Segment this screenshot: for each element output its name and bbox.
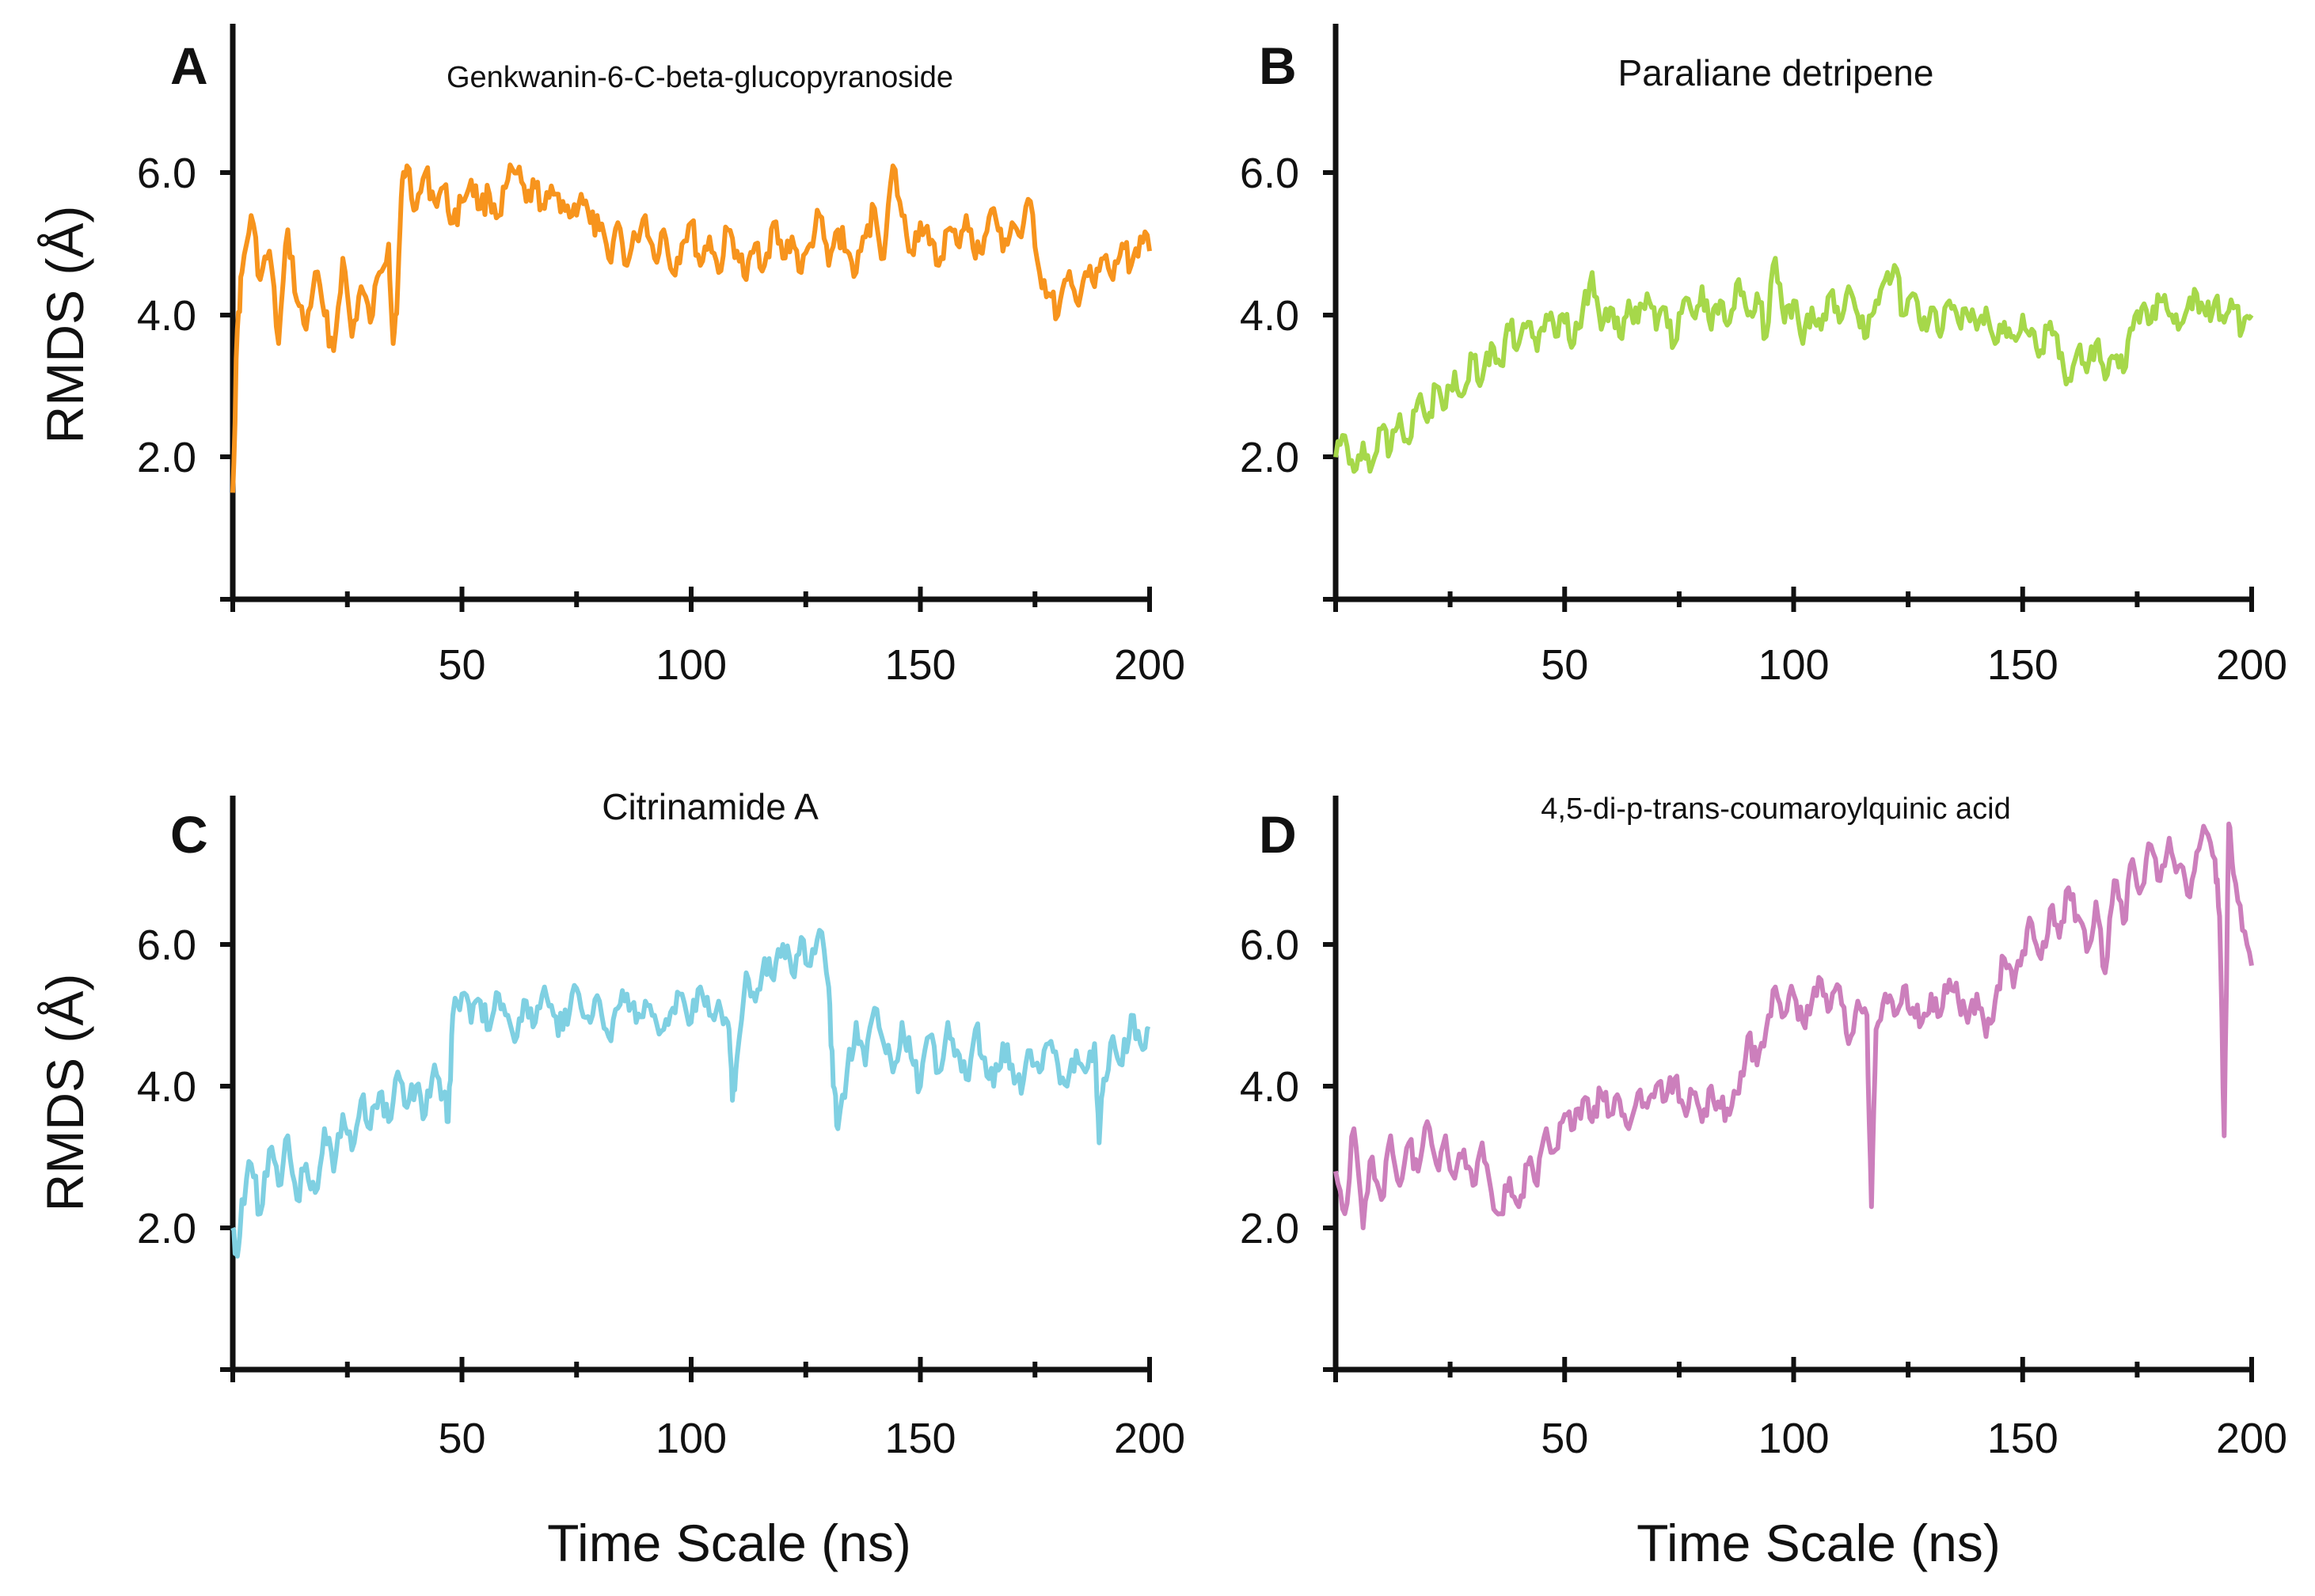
plot-area-b: 2.0 4.0 6.0 50 100 150 200 [1240, 24, 2287, 689]
x-tick-label-b-100: 100 [1758, 641, 1829, 689]
panel-title-d: 4,5-di-p-trans-coumaroylquinic acid [1541, 792, 2010, 826]
x-tick-label-c-200: 200 [1114, 1415, 1185, 1462]
panel-b: B Paraliane detripene 2.0 4.0 6.0 50 100… [1240, 24, 2287, 689]
x-tick-label-c-150: 150 [884, 1415, 956, 1462]
x-tick-label-d-200: 200 [2216, 1415, 2287, 1462]
y-tick-label-a-4: 4.0 [137, 292, 196, 340]
panel-c: C Citrinamide A RMDS (Å) Time Scale (ns)… [36, 786, 1185, 1572]
y-tick-label-d-2: 2.0 [1240, 1205, 1299, 1252]
y-tick-label-d-6: 6.0 [1240, 922, 1299, 969]
panel-title-b: Paraliane detripene [1618, 52, 1934, 93]
x-tick-label-a-150: 150 [884, 641, 956, 689]
x-axis-label-d: Time Scale (ns) [1636, 1514, 2001, 1572]
x-axis-label-c: Time Scale (ns) [547, 1514, 911, 1572]
rmsd-line-c [230, 928, 1151, 1259]
x-tick-label-b-150: 150 [1987, 641, 2058, 689]
rmsd-line-a [230, 162, 1152, 493]
x-tick-label-d-50: 50 [1541, 1415, 1588, 1462]
x-tick-label-c-50: 50 [438, 1415, 485, 1462]
y-tick-label-b-6: 6.0 [1240, 150, 1299, 197]
panel-letter-c: C [170, 805, 208, 864]
panel-a: A Genkwanin-6-C-beta-glucopyranoside RMD… [36, 24, 1185, 689]
y-tick-label-a-6: 6.0 [137, 150, 196, 197]
y-tick-label-b-2: 2.0 [1240, 434, 1299, 481]
panel-title-a: Genkwanin-6-C-beta-glucopyranoside [447, 61, 953, 94]
panel-letter-b: B [1259, 36, 1297, 95]
x-tick-label-c-100: 100 [656, 1415, 727, 1462]
y-axis-label-a: RMDS (Å) [36, 206, 94, 444]
y-tick-label-c-6: 6.0 [137, 922, 196, 969]
panel-letter-a: A [170, 36, 208, 95]
panel-title-c: Citrinamide A [602, 786, 819, 827]
x-tick-label-a-50: 50 [438, 641, 485, 689]
panel-letter-d: D [1259, 805, 1297, 864]
y-axis-label-c: RMDS (Å) [36, 974, 94, 1212]
y-tick-label-d-4: 4.0 [1240, 1063, 1299, 1111]
y-tick-label-b-4: 4.0 [1240, 292, 1299, 340]
x-tick-label-b-200: 200 [2216, 641, 2287, 689]
y-tick-label-c-2: 2.0 [137, 1205, 196, 1252]
x-tick-label-a-200: 200 [1114, 641, 1185, 689]
rmsd-line-d [1333, 821, 2254, 1230]
x-tick-label-d-100: 100 [1758, 1415, 1829, 1462]
plot-area-a: 2.0 4.0 6.0 50 100 150 200 [137, 24, 1185, 689]
panel-d: D 4,5-di-p-trans-coumaroylquinic acid Ti… [1240, 792, 2287, 1572]
y-tick-label-c-4: 4.0 [137, 1063, 196, 1111]
x-tick-label-a-100: 100 [656, 641, 727, 689]
plot-area-c: 2.0 4.0 6.0 50 100 150 200 [137, 796, 1185, 1462]
x-tick-label-b-50: 50 [1541, 641, 1588, 689]
rmsd-line-b [1333, 256, 2254, 474]
plot-area-d: 2.0 4.0 6.0 50 100 150 200 [1240, 796, 2287, 1462]
y-tick-label-a-2: 2.0 [137, 434, 196, 481]
x-tick-label-d-150: 150 [1987, 1415, 2058, 1462]
